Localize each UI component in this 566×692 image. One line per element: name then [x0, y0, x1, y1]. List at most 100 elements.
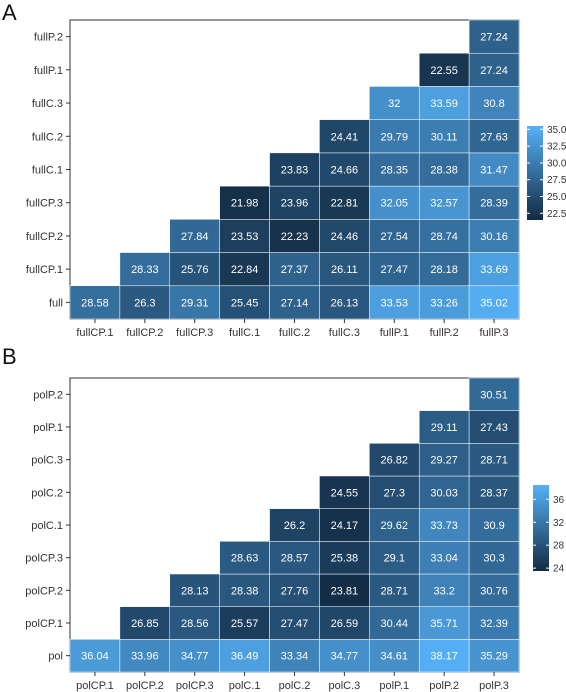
heatmap-cell	[468, 86, 520, 120]
heatmap-cell	[468, 475, 520, 509]
cell-value-label: 33.96	[131, 651, 159, 663]
cell-value-label: 29.31	[181, 297, 209, 309]
heatmap-cell	[269, 606, 320, 640]
heatmap-cell	[418, 52, 470, 87]
cell-value-label: 21.98	[231, 198, 259, 210]
cell-value-label: 36.49	[231, 651, 259, 663]
x-tick-label: fullC.2	[279, 327, 310, 339]
cell-value-label: 34.77	[331, 651, 359, 663]
heatmap-cell	[468, 152, 520, 187]
heatmap-cell	[269, 639, 320, 673]
cell-value-label: 24.55	[331, 487, 359, 499]
cell-value-label: 36.04	[81, 651, 109, 663]
cell-value-label: 27.37	[281, 264, 309, 276]
heatmap-cell	[468, 19, 520, 54]
cell-value-label: 30.9	[483, 520, 504, 532]
heatmap-cell	[319, 252, 370, 287]
heatmap-cell	[468, 443, 520, 477]
cell-value-label: 23.83	[281, 165, 309, 177]
cell-value-label: 30.3	[483, 553, 504, 565]
y-tick-label: full	[49, 297, 63, 309]
x-tick-label: fullCP.2	[126, 327, 163, 339]
x-tick-label: fullP.1	[380, 327, 409, 339]
cell-value-label: 32.39	[480, 618, 508, 630]
x-tick-label: polCP.1	[76, 680, 114, 692]
x-tick-label: polC.1	[229, 680, 261, 692]
y-tick-label: fullCP.1	[26, 264, 63, 276]
cell-value-label: 24.46	[331, 231, 359, 243]
y-tick-label: polC.3	[31, 455, 63, 467]
cell-value-label: 26.2	[284, 520, 305, 532]
cell-value-label: 35.02	[480, 297, 508, 309]
heatmap-cell	[219, 541, 270, 575]
heatmap-cell	[319, 119, 370, 154]
cell-value-label: 27.3	[384, 487, 405, 499]
x-tick-label: polP.2	[429, 680, 459, 692]
cell-value-label: 28.38	[231, 585, 259, 597]
cell-value-label: 33.53	[381, 297, 409, 309]
panel-label-b: B	[2, 344, 17, 369]
cell-value-label: 28.63	[231, 553, 259, 565]
y-tick-label: fullP.1	[34, 65, 63, 77]
cell-value-label: 26.13	[331, 297, 359, 309]
cell-value-label: 33.2	[433, 585, 454, 597]
heatmap-cell	[219, 606, 270, 640]
heatmap-cell	[269, 252, 320, 287]
y-tick-label: polCP.2	[25, 585, 63, 597]
cell-value-label: 22.81	[331, 198, 359, 210]
heatmap-cell	[219, 185, 270, 220]
legend-tick-label: 28	[553, 541, 565, 552]
heatmap-cell	[169, 573, 220, 607]
heatmap-cell	[468, 219, 520, 253]
cell-value-label: 33.34	[281, 651, 309, 663]
cell-value-label: 27.14	[281, 297, 309, 309]
heatmap-cell	[468, 606, 520, 640]
cell-value-label: 29.79	[381, 131, 409, 143]
heatmap-cell	[369, 185, 420, 220]
cell-value-label: 30.44	[381, 618, 409, 630]
y-tick-label: fullC.3	[32, 98, 63, 110]
heatmap-a: 28.58 26.3 29.31 25.45 27.14 26.13 33.53 33.26 3…	[26, 19, 566, 339]
cell-value-label: 27.24	[480, 32, 508, 44]
cell-value-label: 23.96	[281, 198, 309, 210]
legend-colorbar	[527, 126, 543, 220]
x-tick-label: polCP.3	[176, 680, 214, 692]
heatmap-cell	[319, 475, 370, 509]
cell-value-label: 33.04	[430, 553, 458, 565]
cell-value-label: 30.16	[480, 231, 508, 243]
cell-value-label: 25.38	[331, 553, 359, 565]
cell-value-label: 22.84	[231, 264, 259, 276]
heatmap-cell	[418, 475, 470, 509]
cell-value-label: 34.77	[181, 651, 209, 663]
heatmap-cell	[468, 252, 520, 287]
cell-value-label: 28.13	[181, 585, 209, 597]
cell-value-label: 26.11	[331, 264, 358, 276]
cell-value-label: 27.63	[480, 131, 508, 143]
heatmap-cell	[418, 573, 470, 607]
y-tick-label: polCP.1	[25, 618, 63, 630]
cell-value-label: 27.47	[281, 618, 309, 630]
heatmap-cell	[418, 152, 470, 187]
cell-value-label: 23.53	[231, 231, 259, 243]
x-tick-label: polC.3	[328, 680, 360, 692]
cell-value-label: 32	[388, 98, 400, 110]
heatmap-cell	[418, 285, 470, 320]
x-tick-label: fullP.2	[430, 327, 459, 339]
heatmap-b: 36.04 33.96 34.77 36.49 33.34 34.77 34.61 38.17…	[25, 377, 565, 692]
cell-value-label: 26.3	[134, 297, 155, 309]
cell-value-label: 30.76	[480, 585, 508, 597]
y-tick-label: fullCP.3	[26, 198, 63, 210]
cell-value-label: 31.47	[480, 165, 508, 177]
y-tick-label: polCP.3	[25, 553, 63, 565]
heatmap-cell	[169, 606, 220, 640]
cell-value-label: 27.54	[381, 231, 409, 243]
x-tick-label: polC.2	[279, 680, 311, 692]
x-tick-label: fullCP.1	[76, 327, 113, 339]
heatmap-cell	[468, 508, 520, 542]
y-tick-label: polC.2	[31, 487, 63, 499]
cell-value-label: 25.45	[231, 297, 259, 309]
heatmap-cell	[319, 508, 370, 542]
cell-value-label: 27.43	[480, 422, 508, 434]
cell-value-label: 27.24	[480, 65, 508, 77]
heatmap-cell	[119, 639, 171, 673]
